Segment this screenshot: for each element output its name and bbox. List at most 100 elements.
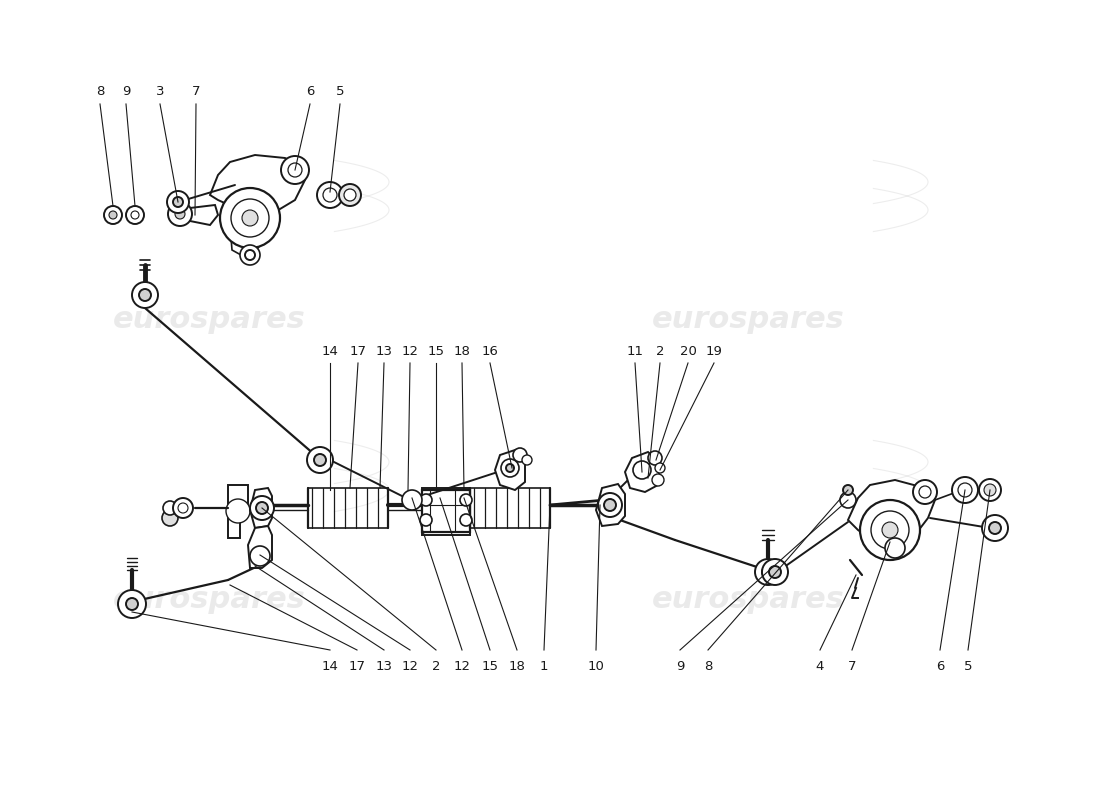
Text: 15: 15: [428, 345, 444, 358]
Circle shape: [220, 188, 280, 248]
Text: 2: 2: [431, 660, 440, 673]
Text: eurospares: eurospares: [651, 586, 845, 614]
Circle shape: [339, 184, 361, 206]
Circle shape: [882, 522, 898, 538]
Text: eurospares: eurospares: [651, 306, 845, 334]
Circle shape: [460, 514, 472, 526]
Polygon shape: [422, 490, 470, 532]
Text: 16: 16: [482, 345, 498, 358]
Circle shape: [755, 559, 781, 585]
Circle shape: [522, 455, 532, 465]
Text: eurospares: eurospares: [112, 306, 306, 334]
Circle shape: [982, 515, 1008, 541]
Circle shape: [126, 206, 144, 224]
Circle shape: [989, 522, 1001, 534]
Circle shape: [344, 189, 356, 201]
Circle shape: [168, 202, 192, 226]
Circle shape: [513, 448, 527, 462]
Circle shape: [240, 245, 260, 265]
Circle shape: [162, 510, 178, 526]
Text: eurospares: eurospares: [112, 586, 306, 614]
Circle shape: [231, 199, 270, 237]
Circle shape: [167, 191, 189, 213]
Circle shape: [250, 546, 270, 566]
Circle shape: [126, 598, 138, 610]
Text: 5: 5: [336, 85, 344, 98]
Circle shape: [762, 566, 774, 578]
Circle shape: [420, 494, 432, 506]
Text: 4: 4: [816, 660, 824, 673]
Text: 18: 18: [508, 660, 526, 673]
Text: 7: 7: [191, 85, 200, 98]
Polygon shape: [848, 480, 935, 542]
Polygon shape: [625, 452, 660, 492]
Circle shape: [307, 447, 333, 473]
Text: 12: 12: [453, 660, 471, 673]
Text: 8: 8: [96, 85, 104, 98]
Circle shape: [317, 182, 343, 208]
Text: 9: 9: [122, 85, 130, 98]
Circle shape: [280, 156, 309, 184]
Text: 7: 7: [848, 660, 856, 673]
Circle shape: [226, 499, 250, 523]
Circle shape: [242, 210, 258, 226]
Circle shape: [173, 197, 183, 207]
Circle shape: [762, 559, 788, 585]
Circle shape: [843, 485, 852, 495]
Circle shape: [314, 454, 326, 466]
Circle shape: [604, 499, 616, 511]
Polygon shape: [248, 526, 272, 568]
Text: 18: 18: [453, 345, 471, 358]
Circle shape: [918, 486, 931, 498]
Circle shape: [598, 493, 622, 517]
Circle shape: [132, 282, 158, 308]
Polygon shape: [230, 225, 260, 260]
Circle shape: [163, 501, 177, 515]
Circle shape: [288, 163, 302, 177]
Polygon shape: [596, 484, 625, 526]
Text: 17: 17: [350, 345, 366, 358]
Circle shape: [245, 250, 255, 260]
Circle shape: [506, 464, 514, 472]
Text: 12: 12: [402, 660, 418, 673]
Text: 1: 1: [540, 660, 548, 673]
Text: 8: 8: [704, 660, 712, 673]
Polygon shape: [210, 155, 305, 220]
Text: 14: 14: [321, 345, 339, 358]
Circle shape: [840, 492, 856, 508]
Text: 5: 5: [964, 660, 972, 673]
Circle shape: [402, 490, 422, 510]
Text: 14: 14: [321, 660, 339, 673]
Circle shape: [131, 211, 139, 219]
Circle shape: [139, 289, 151, 301]
Text: 13: 13: [375, 345, 393, 358]
Circle shape: [654, 463, 666, 473]
Circle shape: [913, 480, 937, 504]
Text: 19: 19: [705, 345, 723, 358]
Text: 13: 13: [375, 660, 393, 673]
Circle shape: [648, 451, 662, 465]
Text: 2: 2: [656, 345, 664, 358]
Circle shape: [175, 209, 185, 219]
Circle shape: [958, 483, 972, 497]
Circle shape: [178, 503, 188, 513]
Circle shape: [104, 206, 122, 224]
Circle shape: [420, 514, 432, 526]
Circle shape: [860, 500, 920, 560]
Circle shape: [109, 211, 117, 219]
Circle shape: [652, 474, 664, 486]
Polygon shape: [495, 450, 525, 490]
Polygon shape: [422, 488, 470, 535]
Text: 6: 6: [306, 85, 315, 98]
Text: 17: 17: [349, 660, 365, 673]
Circle shape: [769, 566, 781, 578]
Text: 9: 9: [675, 660, 684, 673]
Polygon shape: [250, 488, 272, 528]
Circle shape: [256, 502, 268, 514]
Circle shape: [952, 477, 978, 503]
Circle shape: [886, 538, 905, 558]
Circle shape: [871, 511, 909, 549]
Text: 11: 11: [627, 345, 644, 358]
Text: 3: 3: [156, 85, 164, 98]
Circle shape: [500, 459, 519, 477]
